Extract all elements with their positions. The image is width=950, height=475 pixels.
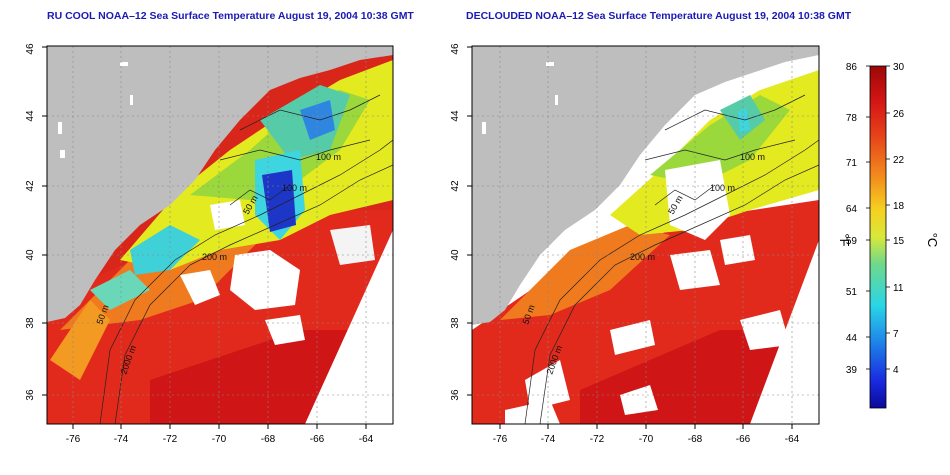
lon-tick-label: -70: [212, 434, 227, 445]
lat-tick-label: 46: [25, 43, 36, 55]
fahrenheit-label: °F: [840, 233, 852, 246]
lat-tick-label: 38: [25, 317, 36, 329]
right-map-panel: 100 m 100 m 50 m 200 m 50 m 2000 m 36 38…: [450, 43, 820, 445]
lat-tick-label: 46: [450, 43, 461, 55]
colorbar-ticks: [866, 65, 890, 370]
f-tick-label: 86: [846, 62, 858, 73]
map-graticule: [472, 46, 819, 424]
c-tick-label: 30: [893, 62, 905, 73]
temperature-colorbar: 86 78 71 64 59 51 44 39 30 26 22 18 15 1…: [840, 62, 940, 409]
celsius-scale: 30 26 22 18 15 11 7 4: [893, 62, 905, 376]
c-tick-label: 15: [893, 236, 905, 247]
cloud-patch: [230, 250, 300, 310]
map-frame: [46, 45, 394, 425]
f-tick-label: 51: [846, 287, 858, 298]
left-map-title: RU COOL NOAA–12 Sea Surface Temperature …: [47, 10, 414, 22]
lat-axis: 36 38 40 42 44 46: [25, 43, 36, 401]
lon-axis: -76 -74 -72 -70 -68 -66 -64: [493, 434, 800, 445]
contour-label: 200 m: [630, 252, 655, 262]
contour-label: 100 m: [316, 152, 341, 162]
contour-label: 100 m: [740, 152, 765, 162]
lat-tick-label: 42: [450, 180, 461, 192]
c-tick-label: 11: [893, 283, 904, 294]
bathymetry-contours: [524, 94, 819, 424]
lon-tick-label: -76: [66, 434, 81, 445]
lat-tick-label: 44: [25, 110, 36, 122]
f-tick-label: 71: [846, 158, 858, 169]
fahrenheit-scale: 86 78 71 64 59 51 44 39: [846, 62, 858, 376]
lat-tick-label: 38: [450, 317, 461, 329]
lon-tick-label: -76: [493, 434, 508, 445]
lat-tick-label: 44: [450, 110, 461, 122]
lon-tick-label: -72: [163, 434, 178, 445]
c-tick-label: 4: [893, 365, 899, 376]
lat-ticks: [42, 46, 47, 396]
f-tick-label: 78: [846, 113, 858, 124]
lon-tick-label: -64: [785, 434, 800, 445]
c-tick-label: 22: [893, 155, 905, 166]
lon-tick-label: -68: [261, 434, 276, 445]
lon-tick-label: -64: [359, 434, 374, 445]
left-map-panel: 100 m 100 m 50 m 200 m 50 m 2000 m 36 38…: [25, 43, 394, 445]
lat-axis: 36 38 40 42 44 46: [450, 43, 461, 401]
lat-ticks: [467, 46, 472, 396]
land-mass: [47, 46, 393, 322]
lon-ticks: [499, 424, 793, 429]
map-graticule: [47, 46, 393, 424]
f-tick-label: 39: [846, 365, 858, 376]
lon-tick-label: -66: [310, 434, 325, 445]
lat-tick-label: 40: [25, 249, 36, 261]
contour-label: 200 m: [202, 252, 227, 262]
c-tick-label: 26: [893, 109, 905, 120]
celsius-label: °C: [925, 233, 940, 248]
right-map-title: DECLOUDED NOAA–12 Sea Surface Temperatur…: [466, 10, 852, 22]
lon-tick-label: -70: [639, 434, 654, 445]
f-tick-label: 59: [846, 236, 858, 247]
lat-tick-label: 42: [25, 180, 36, 192]
colorbar-gradient: [869, 65, 887, 409]
lon-tick-label: -66: [736, 434, 751, 445]
c-tick-label: 7: [893, 329, 899, 340]
lon-tick-label: -72: [590, 434, 605, 445]
lat-tick-label: 40: [450, 249, 461, 261]
lon-tick-label: -74: [541, 434, 556, 445]
f-tick-label: 44: [846, 333, 858, 344]
f-tick-label: 64: [846, 204, 858, 215]
contour-label: 100 m: [282, 183, 307, 193]
lon-axis: -76 -74 -72 -70 -68 -66 -64: [66, 434, 374, 445]
lon-tick-label: -68: [688, 434, 703, 445]
bathymetry-contours: [99, 94, 393, 424]
contour-label: 100 m: [710, 183, 735, 193]
lon-ticks: [72, 424, 367, 429]
lon-tick-label: -74: [114, 434, 129, 445]
c-tick-label: 18: [893, 201, 905, 212]
lat-tick-label: 36: [450, 389, 461, 401]
lat-tick-label: 36: [25, 389, 36, 401]
